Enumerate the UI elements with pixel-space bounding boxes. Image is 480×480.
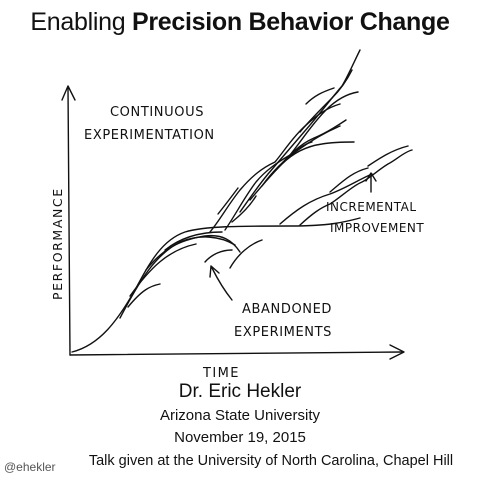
incremental-curve <box>299 149 413 226</box>
experiment-curve <box>275 119 347 171</box>
talk-date: November 19, 2015 <box>174 429 306 446</box>
title-regular: Enabling <box>30 8 126 36</box>
continuous-label-line1: CONTINUOUS <box>110 105 204 120</box>
experiment-curve <box>299 69 353 133</box>
abandoned-label-line1: ABANDONED <box>242 302 332 317</box>
abandoned-curve <box>145 234 241 271</box>
abandoned-curve <box>129 243 197 297</box>
talk-venue: Talk given at the University of North Ca… <box>88 453 454 469</box>
base-curve <box>71 217 361 353</box>
affiliation: Arizona State University <box>159 407 321 424</box>
twitter-handle: @ehekler <box>4 460 56 474</box>
abandoned-curve <box>127 283 161 308</box>
abandoned-arrow <box>211 267 233 301</box>
x-axis-label: TIME <box>202 366 240 381</box>
abandoned-arrow-head <box>209 265 220 278</box>
experiment-curve <box>249 141 355 201</box>
slide-title: Enabling Precision Behavior Change <box>0 6 480 38</box>
y-axis-arrow <box>61 85 76 101</box>
experiment-curve <box>217 187 239 215</box>
abandoned-curve <box>204 249 233 263</box>
experiment-curve <box>239 49 361 213</box>
abandoned-curve <box>229 239 263 269</box>
title-bold: Precision Behavior Change <box>131 8 450 36</box>
incremental-label-line2: IMPROVEMENT <box>330 221 424 235</box>
y-axis-label: PERFORMANCE <box>50 187 65 300</box>
incremental-curve <box>279 173 373 225</box>
experiment-curve <box>231 195 257 223</box>
incremental-curve <box>329 167 369 193</box>
speaker-name: Dr. Eric Hekler <box>178 381 302 402</box>
abandoned-label-line2: EXPERIMENTS <box>234 325 332 340</box>
x-axis-arrow <box>389 344 405 360</box>
x-axis <box>69 351 403 356</box>
abandoned-curve <box>164 231 223 251</box>
experiment-curve <box>305 87 335 105</box>
incremental-curve <box>367 145 409 167</box>
incremental-arrow-head <box>365 172 377 182</box>
experiment-curve <box>287 141 313 159</box>
incremental-label-line1: INCREMENTAL <box>326 200 417 214</box>
experiment-curve <box>209 103 341 233</box>
continuous-label-line2: EXPERIMENTATION <box>84 128 215 143</box>
y-axis <box>67 87 71 356</box>
